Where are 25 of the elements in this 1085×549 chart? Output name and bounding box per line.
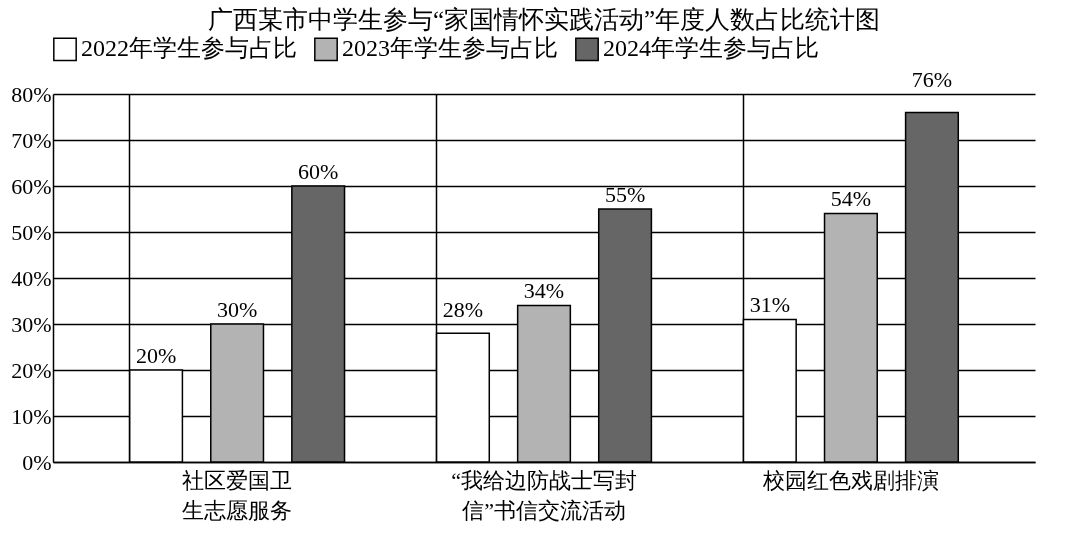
y-tick-label: 10% [11,403,52,429]
data-label: 55% [604,181,646,207]
y-tick-label: 60% [11,173,52,199]
data-label: 20% [135,342,177,368]
data-label: 31% [749,292,790,318]
x-tick-label: “我给边防战士写封信”书信交流活动 [451,467,637,523]
data-label: 34% [523,278,565,304]
x-tick-label: 校园红色戏剧排演 [761,467,939,493]
y-tick-label: 80% [11,81,52,107]
legend-label: 2024年学生参与占比 [603,35,819,62]
y-tick-label: 0% [22,449,52,475]
y-tick-label: 70% [11,127,52,153]
chart-title: 广西某市中学生参与“家国情怀实践活动”年度人数占比统计图 [207,6,881,33]
data-label: 76% [911,66,953,92]
data-label: 28% [442,296,484,322]
data-label: 54% [830,186,872,212]
y-tick-label: 50% [11,219,52,245]
y-tick-label: 20% [11,357,52,383]
x-tick-label: 社区爱国卫生志愿服务 [182,467,293,523]
legend-label: 2023年学生参与占比 [342,35,558,62]
data-label: 60% [298,158,339,184]
data-label: 30% [216,296,258,322]
legend-label: 2022年学生参与占比 [81,35,297,62]
y-tick-label: 30% [11,311,52,337]
y-tick-label: 40% [11,265,52,291]
